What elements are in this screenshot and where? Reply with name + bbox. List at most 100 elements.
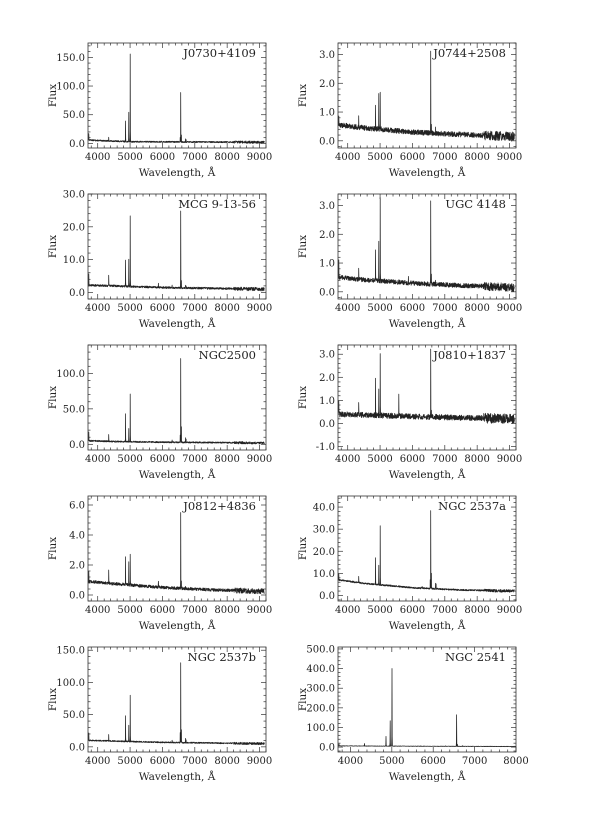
x-tick-label: 6000 (150, 303, 175, 314)
x-tick-label: 9000 (247, 454, 272, 465)
y-tick-label: 200.0 (306, 703, 335, 714)
y-axis-label: Flux (47, 235, 59, 258)
y-tick-label: 1.0 (319, 108, 335, 119)
y-tick-label: 10.0 (63, 255, 85, 266)
spectrum-panel: 4000 5000 6000 7000 8000 9000 0.0 10.0 20.0 30.0 M… (47, 190, 272, 331)
x-axis-label: Wavelength, Å (389, 165, 466, 179)
spectrum-panel: 4000 5000 6000 7000 8000 9000 0.0 2.0 4.0 6.0 J081… (47, 495, 272, 632)
y-tick-label: 3.0 (319, 50, 335, 61)
spectrum-panel: 4000 5000 6000 7000 8000 9000 0.0 1.0 2.0 3.0 UGC … (297, 193, 522, 330)
spectrum-panel: 4000 5000 6000 7000 8000 0.0 100.0 200.0 300.0 40… (297, 644, 529, 783)
panel-title: NGC2500 (199, 348, 256, 362)
y-tick-label: 4.0 (69, 531, 85, 542)
x-tick-label: 4000 (85, 454, 110, 465)
x-axis-label: Wavelength, Å (389, 316, 466, 330)
y-tick-label: 3.0 (319, 350, 335, 361)
y-axis-label: Flux (297, 386, 309, 409)
y-tick-label: 0.0 (319, 287, 335, 298)
x-tick-label: 7000 (432, 303, 457, 314)
x-tick-label: 6000 (150, 454, 175, 465)
x-tick-label: 7000 (182, 605, 207, 616)
x-tick-label: 7000 (432, 605, 457, 616)
x-tick-label: 8000 (214, 454, 239, 465)
x-axis-label: Wavelength, Å (139, 618, 216, 632)
x-tick-label: 4000 (85, 605, 110, 616)
x-tick-label: 9000 (497, 152, 522, 163)
panel-title: MCG 9-13-56 (178, 197, 256, 211)
plot-frame (337, 646, 517, 753)
y-tick-label: 50.0 (63, 110, 85, 121)
y-tick-label: 40.0 (313, 503, 335, 514)
plot-frame (337, 193, 517, 300)
x-tick-label: 9000 (247, 605, 272, 616)
x-axis-label: Wavelength, Å (139, 467, 216, 481)
x-tick-label: 5000 (117, 756, 142, 767)
y-tick-label: 1.0 (319, 396, 335, 407)
x-tick-label: 8000 (464, 303, 489, 314)
y-tick-label: 6.0 (69, 501, 85, 512)
spectrum-line (87, 210, 265, 292)
panel-title: NGC 2537b (188, 650, 256, 664)
y-tick-label: 3.0 (319, 201, 335, 212)
plot-frame (87, 42, 267, 149)
x-tick-label: 6000 (400, 605, 425, 616)
y-tick-label: 400.0 (306, 664, 335, 675)
y-tick-label: 10.0 (313, 569, 335, 580)
y-tick-label: 1.0 (319, 259, 335, 270)
x-tick-label: 6000 (400, 303, 425, 314)
y-tick-label: 20.0 (313, 547, 335, 558)
y-tick-label: 30.0 (313, 525, 335, 536)
spectrum-line (337, 510, 515, 593)
x-axis-label: Wavelength, Å (389, 769, 466, 783)
y-tick-label: 20.0 (63, 222, 85, 233)
y-axis-label: Flux (297, 235, 309, 258)
x-tick-label: 9000 (247, 303, 272, 314)
spectrum-panel: 4000 5000 6000 7000 8000 9000 0.0 50.0 100.0 150.… (47, 646, 272, 783)
y-tick-label: 0.0 (319, 419, 335, 430)
x-tick-label: 4000 (335, 605, 360, 616)
spectrum-line (337, 348, 515, 424)
x-axis-label: Wavelength, Å (389, 618, 466, 632)
y-tick-label: 0.0 (69, 288, 85, 299)
x-tick-label: 8000 (214, 605, 239, 616)
x-tick-label: 4000 (85, 756, 110, 767)
plot-frame (87, 344, 267, 451)
x-tick-label: 5000 (367, 454, 392, 465)
x-tick-label: 5000 (117, 152, 142, 163)
y-axis-label: Flux (47, 688, 59, 711)
panel-title: J0812+4836 (182, 499, 256, 513)
x-tick-label: 6000 (400, 454, 425, 465)
x-tick-label: 5000 (117, 303, 142, 314)
x-tick-label: 5000 (367, 605, 392, 616)
spectrum-line (87, 53, 265, 144)
x-tick-label: 7000 (432, 152, 457, 163)
spectrum-panel: 4000 5000 6000 7000 8000 9000 0.0 50.0 100.0 150.… (47, 42, 272, 179)
spectrum-line (337, 197, 515, 292)
x-tick-label: 6000 (420, 756, 445, 767)
x-tick-label: 7000 (182, 454, 207, 465)
x-tick-label: 8000 (464, 605, 489, 616)
x-tick-label: 5000 (117, 605, 142, 616)
x-tick-label: 7000 (182, 152, 207, 163)
x-tick-label: 4000 (335, 454, 360, 465)
x-tick-label: 4000 (85, 303, 110, 314)
plot-frame (337, 495, 517, 602)
panel-title: NGC 2537a (438, 499, 506, 513)
y-tick-label: 0.0 (69, 440, 85, 451)
y-tick-label: 100.0 (56, 369, 85, 380)
y-axis-label: Flux (297, 537, 309, 560)
panel-title: NGC 2541 (445, 650, 506, 664)
spectrum-line (337, 50, 515, 142)
x-tick-label: 7000 (462, 756, 487, 767)
y-tick-label: 150.0 (56, 646, 85, 657)
y-axis-label: Flux (297, 688, 309, 711)
y-axis-label: Flux (47, 84, 59, 107)
y-axis-label: Flux (47, 537, 59, 560)
x-tick-label: 6000 (400, 152, 425, 163)
y-tick-label: 300.0 (306, 684, 335, 695)
x-tick-label: 7000 (432, 454, 457, 465)
x-tick-label: 8000 (464, 454, 489, 465)
x-tick-label: 5000 (367, 152, 392, 163)
x-tick-label: 8000 (214, 303, 239, 314)
